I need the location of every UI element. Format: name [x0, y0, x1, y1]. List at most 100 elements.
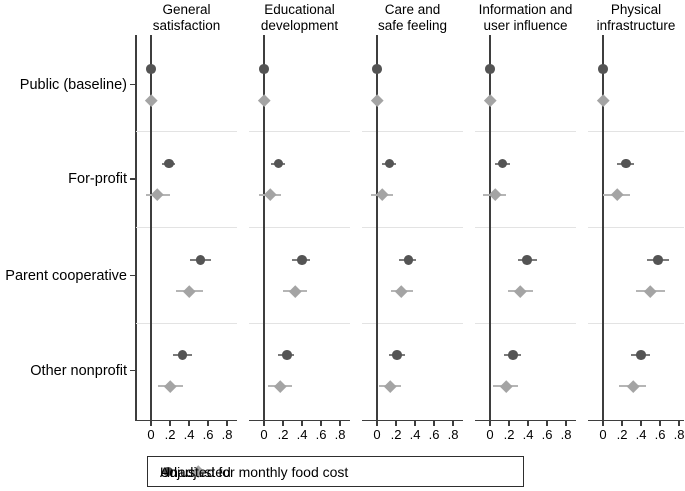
x-axis-tick	[207, 421, 209, 426]
x-axis-tick	[414, 421, 416, 426]
marker-adjusted-diamond	[274, 379, 287, 393]
x-axis-tick	[282, 421, 284, 426]
x-axis-tick-label: .8	[560, 427, 572, 442]
x-axis-tick	[659, 421, 661, 426]
x-axis-tick-label: .4	[409, 427, 421, 442]
unadjusted-circle-icon	[163, 466, 173, 477]
marker-unadjusted-circle	[273, 158, 283, 169]
marker-unadjusted-circle	[598, 64, 608, 74]
marker-adjusted-diamond	[611, 188, 624, 201]
x-axis-line	[136, 420, 237, 422]
x-axis-tick-label: .2	[616, 427, 628, 442]
x-axis-tick	[301, 421, 303, 426]
group-separator	[362, 227, 463, 228]
marker-adjusted-diamond	[627, 379, 640, 393]
x-axis-tick	[602, 421, 604, 426]
x-axis-tick	[452, 421, 454, 426]
marker-unadjusted-circle	[297, 255, 307, 265]
x-axis-tick-label: .6	[541, 427, 553, 442]
marker-unadjusted-circle	[164, 158, 174, 169]
group-separator	[249, 227, 350, 228]
panel-care-and-safe-feeling: 0 .2 .4 .6 .8	[362, 35, 463, 442]
marker-adjusted-diamond	[514, 284, 527, 298]
group-label: Public (baseline)	[19, 76, 127, 93]
legend-label-adjusted: Adjusted for monthly food cost	[160, 463, 349, 480]
x-axis-tick-label: .4	[635, 427, 647, 442]
group-separator	[588, 323, 684, 324]
panel-header-information-and-user-influence: Information and user influence	[478, 2, 573, 33]
y-axis-tick	[129, 369, 136, 372]
marker-unadjusted-circle	[621, 158, 631, 169]
marker-unadjusted-circle	[259, 64, 269, 74]
marker-unadjusted-circle	[282, 350, 292, 360]
x-axis-line	[362, 420, 463, 422]
group-separator	[588, 131, 684, 132]
x-axis-tick-label: .4	[296, 427, 308, 442]
x-axis-tick-label: 0	[373, 427, 381, 442]
x-axis-line	[249, 420, 350, 422]
marker-unadjusted-circle	[372, 64, 382, 74]
x-axis-tick-label: .6	[202, 427, 214, 442]
x-axis-tick-label: .4	[522, 427, 534, 442]
zero-line	[150, 35, 152, 420]
x-axis-tick-label: .2	[390, 427, 402, 442]
zero-line	[602, 35, 604, 420]
group-separator	[136, 227, 237, 228]
panel-physical-infrastructure: 0 .2 .4 .6 .8	[588, 35, 684, 442]
marker-unadjusted-circle	[653, 255, 663, 265]
marker-adjusted-diamond	[182, 284, 196, 298]
x-axis-tick	[188, 421, 190, 426]
marker-adjusted-diamond	[384, 379, 397, 393]
panel-information-and-user-influence: 0 .2 .4 .6 .8	[475, 35, 576, 442]
group-label: For-profit	[68, 171, 127, 187]
panel-header-educational-development: Educational development	[260, 2, 339, 33]
marker-unadjusted-circle	[485, 64, 495, 74]
x-axis-tick-label: .8	[447, 427, 459, 442]
x-axis-tick-label: .2	[277, 427, 289, 442]
x-axis-tick	[226, 421, 228, 426]
marker-adjusted-diamond	[644, 284, 657, 298]
group-separator	[249, 323, 350, 324]
marker-adjusted-diamond	[289, 284, 302, 298]
x-axis-tick	[150, 421, 152, 426]
y-axis-tick	[129, 178, 136, 180]
marker-adjusted-diamond	[257, 93, 271, 107]
x-axis-tick-label: 0	[260, 427, 268, 442]
y-axis-tick	[129, 83, 136, 86]
x-axis-tick-label: .6	[315, 427, 327, 442]
panel-header-physical-infrastructure: Physical infrastructure	[596, 2, 676, 33]
x-axis-tick-label: 0	[486, 427, 494, 442]
x-axis-tick	[640, 421, 642, 426]
x-axis-tick	[169, 421, 171, 426]
x-axis-tick	[320, 421, 322, 426]
x-axis-tick-label: .8	[221, 427, 233, 442]
x-axis-tick	[621, 421, 623, 426]
x-axis-tick	[395, 421, 397, 426]
panel-educational-development: 0 .2 .4 .6 .8	[249, 35, 350, 442]
marker-unadjusted-circle	[195, 255, 206, 265]
marker-adjusted-diamond	[483, 93, 497, 107]
marker-unadjusted-circle	[384, 158, 395, 169]
marker-adjusted-diamond	[264, 188, 277, 201]
group-separator	[475, 131, 576, 132]
marker-adjusted-diamond	[151, 188, 164, 201]
group-separator	[249, 131, 350, 132]
x-axis-tick-label: 0	[599, 427, 607, 442]
marker-unadjusted-circle	[522, 255, 532, 265]
x-axis-tick	[546, 421, 548, 426]
group-separator	[588, 227, 684, 228]
marker-unadjusted-circle	[177, 350, 188, 360]
marker-unadjusted-circle	[146, 64, 156, 74]
marker-adjusted-diamond	[596, 93, 610, 107]
group-separator	[475, 323, 576, 324]
x-axis-tick	[376, 421, 378, 426]
marker-unadjusted-circle	[508, 350, 518, 360]
x-axis-tick	[489, 421, 491, 426]
marker-adjusted-diamond	[500, 379, 513, 393]
x-axis-tick	[263, 421, 265, 426]
panel-header-care-and-safe-feeling: Care and safe feeling	[377, 2, 448, 33]
marker-unadjusted-circle	[392, 350, 402, 360]
x-axis-tick	[565, 421, 567, 426]
x-axis-tick	[339, 421, 341, 426]
marker-unadjusted-circle	[403, 255, 414, 265]
